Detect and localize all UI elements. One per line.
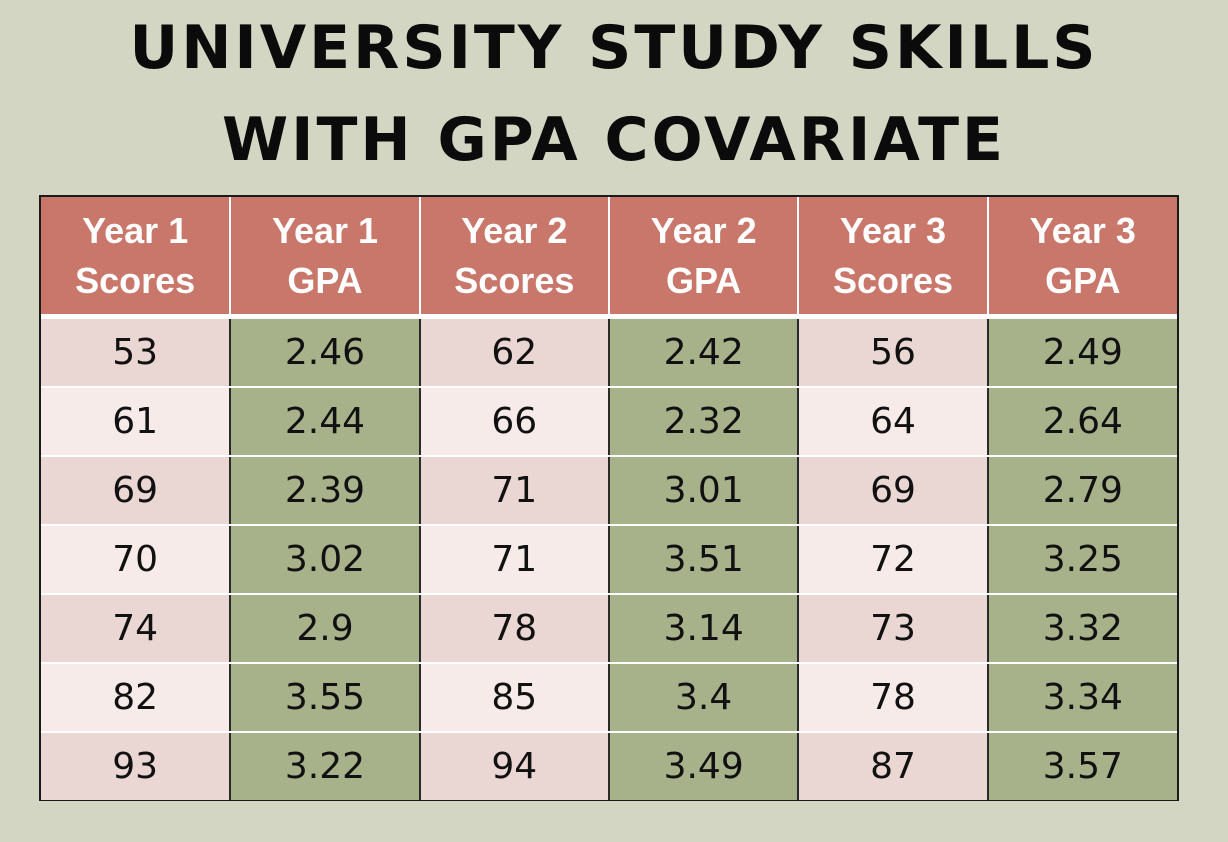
- header-line-1: Year 1: [82, 209, 189, 251]
- table-cell-gpa: 2.46: [230, 316, 421, 388]
- table-cell-gpa: 3.22: [230, 732, 421, 800]
- table-cell-score: 78: [798, 663, 989, 733]
- table-cell-gpa: 3.14: [608, 594, 800, 664]
- table-body: 53 2.46 62 2.42 56 2.49 61 2.44 66 2.32 …: [41, 316, 1177, 800]
- column-header-year2-scores: Year 2 Scores: [419, 197, 610, 319]
- table-cell-gpa: 3.55: [230, 663, 421, 733]
- table-cell-score: 94: [419, 732, 610, 800]
- header-line-2: GPA: [665, 259, 742, 301]
- table-cell-score: 87: [798, 732, 989, 800]
- table-cell-score: 73: [798, 594, 989, 664]
- table-row: 69 2.39 71 3.01 69 2.79: [41, 456, 1177, 526]
- table-cell-score: 56: [798, 316, 989, 388]
- table-cell-gpa: 3.51: [608, 525, 800, 595]
- data-table: Year 1 Scores Year 1 GPA Year 2 Scores Y…: [41, 197, 1177, 800]
- table-cell-score: 71: [419, 456, 610, 526]
- header-line-2: Scores: [75, 259, 196, 301]
- title-line-1: UNIVERSITY STUDY SKILLS: [129, 13, 1099, 83]
- table-cell-score: 61: [41, 387, 232, 457]
- table-row: 61 2.44 66 2.32 64 2.64: [41, 387, 1177, 457]
- table-cell-score: 62: [419, 316, 610, 388]
- column-header-year3-gpa: Year 3 GPA: [987, 197, 1177, 319]
- data-table-container: Year 1 Scores Year 1 GPA Year 2 Scores Y…: [39, 195, 1179, 801]
- table-cell-score: 69: [798, 456, 989, 526]
- column-header-year2-gpa: Year 2 GPA: [608, 197, 800, 319]
- table-cell-score: 70: [41, 525, 232, 595]
- header-line-2: Scores: [832, 259, 954, 301]
- table-cell-score: 82: [41, 663, 232, 733]
- page-title: UNIVERSITY STUDY SKILLS WITH GPA COVARIA…: [0, 2, 1228, 186]
- table-cell-score: 74: [41, 594, 232, 664]
- table-cell-score: 71: [419, 525, 610, 595]
- table-cell-gpa: 2.32: [608, 387, 800, 457]
- table-cell-gpa: 3.4: [608, 663, 800, 733]
- table-cell-gpa: 3.02: [230, 525, 421, 595]
- header-line-1: Year 2: [650, 209, 757, 251]
- table-cell-gpa: 3.49: [608, 732, 800, 800]
- table-cell-gpa: 3.25: [987, 525, 1177, 595]
- header-line-1: Year 2: [461, 209, 568, 251]
- table-cell-score: 66: [419, 387, 610, 457]
- header-line-1: Year 3: [839, 209, 947, 251]
- table-cell-gpa: 2.9: [230, 594, 421, 664]
- table-cell-gpa: 3.32: [987, 594, 1177, 664]
- header-line-1: Year 3: [1029, 209, 1136, 251]
- table-cell-gpa: 3.34: [987, 663, 1177, 733]
- table-row: 74 2.9 78 3.14 73 3.32: [41, 594, 1177, 664]
- title-line-2: WITH GPA COVARIATE: [221, 105, 1007, 175]
- table-cell-score: 53: [41, 316, 232, 388]
- table-cell-gpa: 2.39: [230, 456, 421, 526]
- table-cell-score: 72: [798, 525, 989, 595]
- table-row: 53 2.46 62 2.42 56 2.49: [41, 316, 1177, 388]
- column-header-year1-scores: Year 1 Scores: [41, 197, 232, 319]
- table-cell-score: 78: [419, 594, 610, 664]
- table-row: 82 3.55 85 3.4 78 3.34: [41, 663, 1177, 733]
- column-header-year1-gpa: Year 1 GPA: [230, 197, 421, 319]
- table-cell-gpa: 2.64: [987, 387, 1177, 457]
- table-cell-gpa: 2.79: [987, 456, 1177, 526]
- header-line-1: Year 1: [271, 209, 379, 251]
- table-cell-gpa: 2.49: [987, 316, 1177, 388]
- header-row: Year 1 Scores Year 1 GPA Year 2 Scores Y…: [41, 197, 1177, 319]
- table-cell-gpa: 3.57: [987, 732, 1177, 800]
- table-cell-score: 85: [419, 663, 610, 733]
- table-cell-score: 93: [41, 732, 232, 800]
- table-cell-gpa: 2.42: [608, 316, 800, 388]
- table-row: 70 3.02 71 3.51 72 3.25: [41, 525, 1177, 595]
- table-header: Year 1 Scores Year 1 GPA Year 2 Scores Y…: [41, 197, 1177, 319]
- column-header-year3-scores: Year 3 Scores: [798, 197, 989, 319]
- header-line-2: GPA: [287, 259, 363, 301]
- table-cell-gpa: 3.01: [608, 456, 800, 526]
- table-cell-gpa: 2.44: [230, 387, 421, 457]
- table-cell-score: 69: [41, 456, 232, 526]
- header-line-2: Scores: [454, 259, 575, 301]
- table-row: 93 3.22 94 3.49 87 3.57: [41, 732, 1177, 800]
- table-cell-score: 64: [798, 387, 989, 457]
- header-line-2: GPA: [1045, 259, 1121, 301]
